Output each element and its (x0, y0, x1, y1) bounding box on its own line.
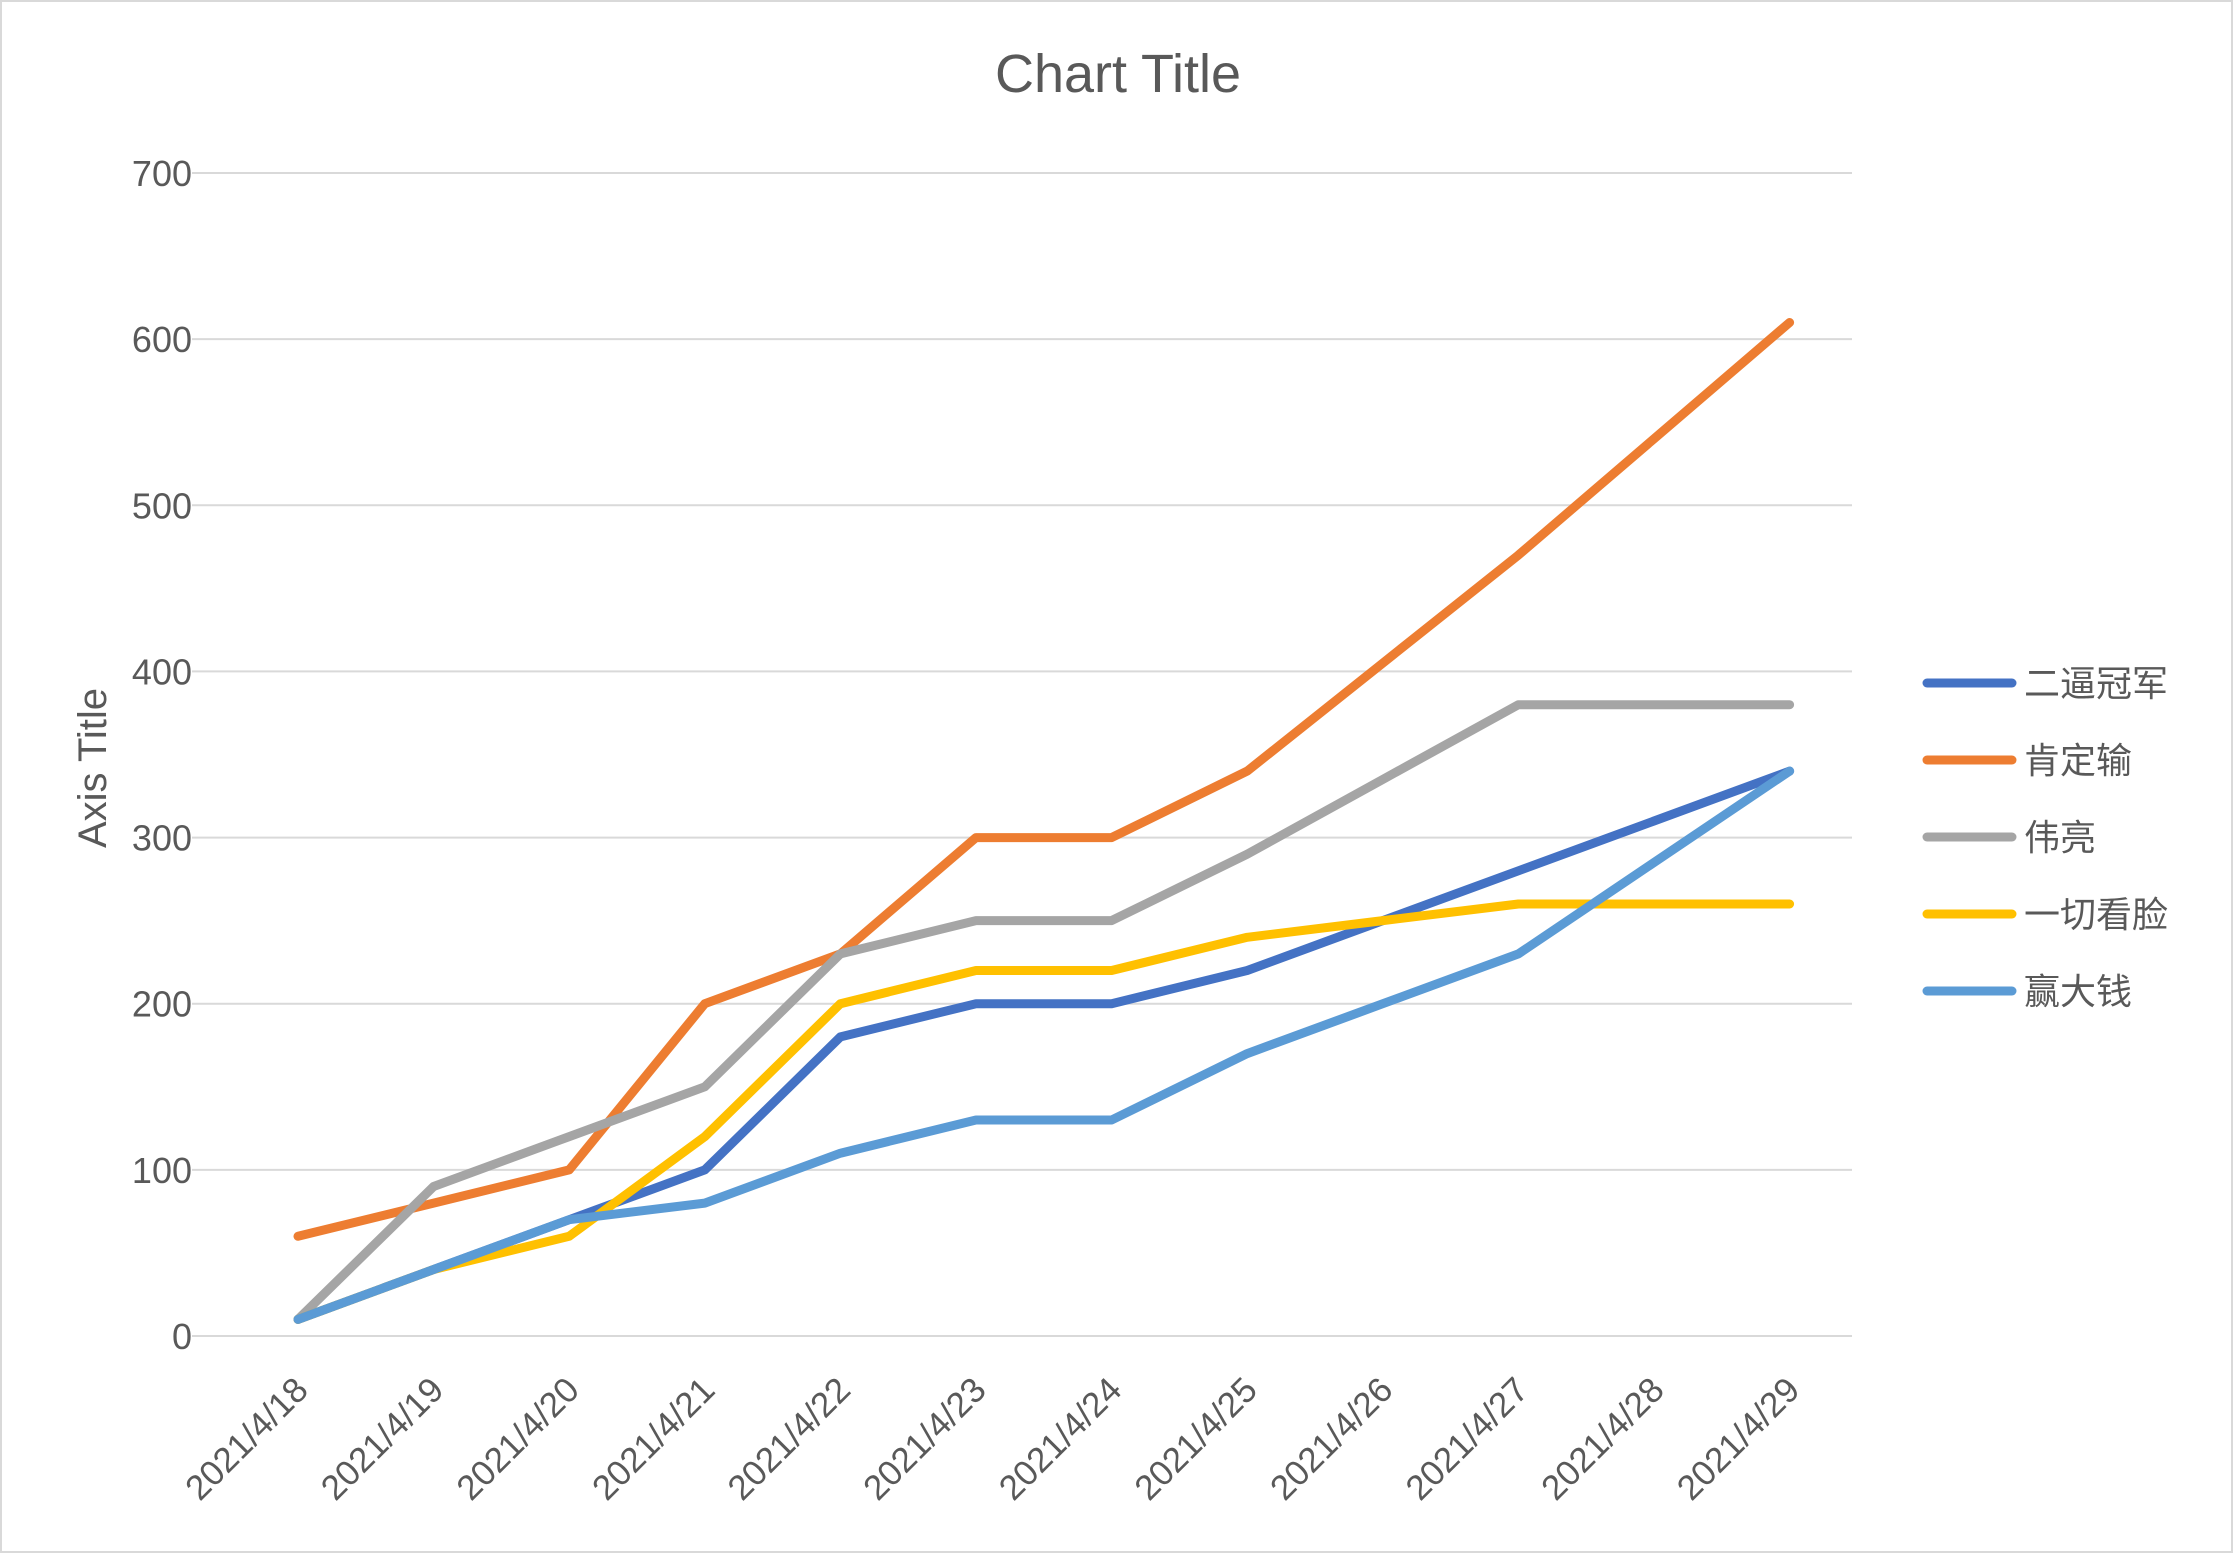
legend-label: 肯定输 (2024, 740, 2132, 781)
series-lines (293, 318, 1795, 1324)
y-tick-label: 700 (132, 153, 192, 194)
x-tick-label: 2021/4/25 (1127, 1370, 1265, 1508)
chart-title: Chart Title (995, 44, 1241, 104)
series-line (293, 700, 1795, 1324)
legend-item: 肯定输 (1922, 740, 2132, 781)
legend-label: 伟亮 (2024, 817, 2096, 858)
series-line (293, 899, 1795, 1324)
legend-label: 一切看脸 (2024, 894, 2168, 935)
y-tick-label: 400 (132, 651, 192, 692)
x-tick-label: 2021/4/23 (856, 1370, 994, 1508)
legend-item: 二逼冠军 (1922, 663, 2168, 704)
y-tick-label: 100 (132, 1150, 192, 1191)
y-tick-label: 500 (132, 485, 192, 526)
y-tick-label: 300 (132, 818, 192, 859)
x-tick-label: 2021/4/19 (314, 1370, 452, 1508)
legend-label: 二逼冠军 (2024, 663, 2168, 704)
x-tick-label: 2021/4/22 (720, 1370, 858, 1508)
x-tick-label: 2021/4/26 (1263, 1370, 1401, 1508)
x-tick-label: 2021/4/24 (992, 1370, 1130, 1508)
x-tick-label: 2021/4/28 (1534, 1370, 1672, 1508)
legend-item: 赢大钱 (1922, 971, 2132, 1012)
x-tick-label: 2021/4/18 (178, 1370, 316, 1508)
y-tick-label: 200 (132, 984, 192, 1025)
y-axis-tick-labels: 0 100 200 300 400 500 600 700 (132, 153, 192, 1357)
series-line (293, 766, 1795, 1324)
series-line (293, 318, 1795, 1241)
x-tick-label: 2021/4/21 (585, 1370, 723, 1508)
legend-item: 一切看脸 (1922, 894, 2168, 935)
gridlines (192, 172, 1852, 1337)
y-axis-title: Axis Title (71, 688, 115, 848)
x-tick-label: 2021/4/29 (1670, 1370, 1808, 1508)
y-tick-label: 600 (132, 319, 192, 360)
x-tick-label: 2021/4/27 (1398, 1370, 1536, 1508)
x-axis-tick-labels: 2021/4/182021/4/192021/4/202021/4/212021… (178, 1370, 1807, 1508)
y-tick-label: 0 (172, 1316, 192, 1357)
legend-label: 赢大钱 (2024, 971, 2132, 1012)
legend-item: 伟亮 (1922, 817, 2096, 858)
x-tick-label: 2021/4/20 (449, 1370, 587, 1508)
